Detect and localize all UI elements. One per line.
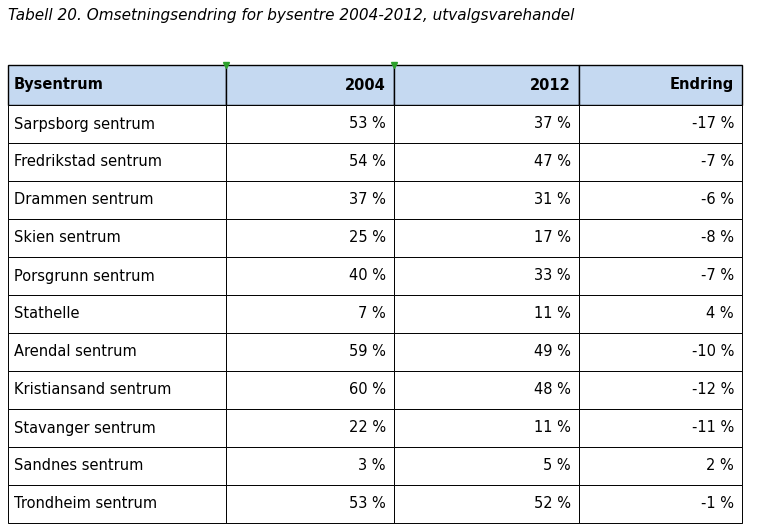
Text: 33 %: 33 %	[535, 268, 571, 284]
Bar	[226, 295, 394, 333]
Bar	[226, 333, 394, 371]
Bar	[8, 181, 226, 219]
Bar	[579, 371, 742, 409]
Bar	[394, 257, 579, 295]
Bar	[394, 371, 579, 409]
Bar	[226, 65, 394, 105]
Bar	[226, 371, 394, 409]
Bar	[8, 447, 226, 485]
Bar	[579, 409, 742, 447]
Bar	[226, 485, 394, 523]
Bar	[8, 371, 226, 409]
Bar	[226, 181, 394, 219]
Bar	[226, 105, 394, 143]
Text: Stavanger sentrum: Stavanger sentrum	[14, 421, 156, 436]
Text: -8 %: -8 %	[701, 230, 734, 246]
Text: 52 %: 52 %	[534, 497, 571, 511]
Text: Tabell 20. Omsetningsendring for bysentre 2004-2012, utvalgsvarehandel: Tabell 20. Omsetningsendring for bysentr…	[8, 8, 574, 23]
Text: Bysentrum: Bysentrum	[14, 78, 104, 92]
Text: Drammen sentrum: Drammen sentrum	[14, 193, 153, 207]
Bar	[394, 143, 579, 181]
Text: 31 %: 31 %	[535, 193, 571, 207]
Text: 2012: 2012	[530, 78, 571, 92]
Text: -1 %: -1 %	[701, 497, 734, 511]
Text: Fredrikstad sentrum: Fredrikstad sentrum	[14, 154, 162, 170]
Text: 48 %: 48 %	[534, 383, 571, 397]
Text: Sarpsborg sentrum: Sarpsborg sentrum	[14, 117, 155, 131]
Text: 60 %: 60 %	[349, 383, 386, 397]
Bar	[8, 65, 226, 105]
Text: 22 %: 22 %	[349, 421, 386, 436]
Text: -7 %: -7 %	[701, 268, 734, 284]
Text: -12 %: -12 %	[692, 383, 734, 397]
Bar	[579, 295, 742, 333]
Bar	[8, 257, 226, 295]
Text: 4 %: 4 %	[706, 307, 734, 321]
Bar	[394, 105, 579, 143]
Bar	[226, 447, 394, 485]
Text: 54 %: 54 %	[349, 154, 386, 170]
Bar	[579, 219, 742, 257]
Text: 47 %: 47 %	[534, 154, 571, 170]
Bar	[226, 257, 394, 295]
Text: Stathelle: Stathelle	[14, 307, 80, 321]
Bar	[8, 295, 226, 333]
Text: Porsgrunn sentrum: Porsgrunn sentrum	[14, 268, 155, 284]
Text: 7 %: 7 %	[358, 307, 386, 321]
Text: 2004: 2004	[345, 78, 386, 92]
Bar	[394, 181, 579, 219]
Bar	[226, 409, 394, 447]
Bar	[579, 65, 742, 105]
Bar	[394, 65, 579, 105]
Text: -10 %: -10 %	[692, 344, 734, 360]
Text: Trondheim sentrum: Trondheim sentrum	[14, 497, 157, 511]
Text: 37 %: 37 %	[534, 117, 571, 131]
Bar	[8, 143, 226, 181]
Bar	[394, 485, 579, 523]
Bar	[579, 257, 742, 295]
Text: 5 %: 5 %	[543, 458, 571, 474]
Text: 2 %: 2 %	[706, 458, 734, 474]
Text: 11 %: 11 %	[534, 421, 571, 436]
Bar	[8, 485, 226, 523]
Text: -17 %: -17 %	[692, 117, 734, 131]
Text: Endring: Endring	[670, 78, 734, 92]
Bar	[394, 447, 579, 485]
Bar	[8, 105, 226, 143]
Bar	[226, 219, 394, 257]
Text: 53 %: 53 %	[349, 117, 386, 131]
Bar	[394, 295, 579, 333]
Text: 53 %: 53 %	[349, 497, 386, 511]
Bar	[579, 447, 742, 485]
Bar	[8, 219, 226, 257]
Text: Sandnes sentrum: Sandnes sentrum	[14, 458, 143, 474]
Text: 11 %: 11 %	[534, 307, 571, 321]
Text: -11 %: -11 %	[692, 421, 734, 436]
Bar	[226, 143, 394, 181]
Bar	[579, 105, 742, 143]
Text: 59 %: 59 %	[349, 344, 386, 360]
Text: Arendal sentrum: Arendal sentrum	[14, 344, 137, 360]
Bar	[579, 485, 742, 523]
Bar	[394, 409, 579, 447]
Text: -7 %: -7 %	[701, 154, 734, 170]
Bar	[579, 333, 742, 371]
Bar	[394, 219, 579, 257]
Bar	[579, 181, 742, 219]
Bar	[579, 143, 742, 181]
Text: 17 %: 17 %	[534, 230, 571, 246]
Text: Skien sentrum: Skien sentrum	[14, 230, 120, 246]
Text: 49 %: 49 %	[534, 344, 571, 360]
Text: Kristiansand sentrum: Kristiansand sentrum	[14, 383, 171, 397]
Bar	[8, 333, 226, 371]
Text: 37 %: 37 %	[349, 193, 386, 207]
Text: 3 %: 3 %	[358, 458, 386, 474]
Bar	[394, 333, 579, 371]
Text: 40 %: 40 %	[349, 268, 386, 284]
Text: -6 %: -6 %	[701, 193, 734, 207]
Bar	[8, 409, 226, 447]
Text: 25 %: 25 %	[349, 230, 386, 246]
